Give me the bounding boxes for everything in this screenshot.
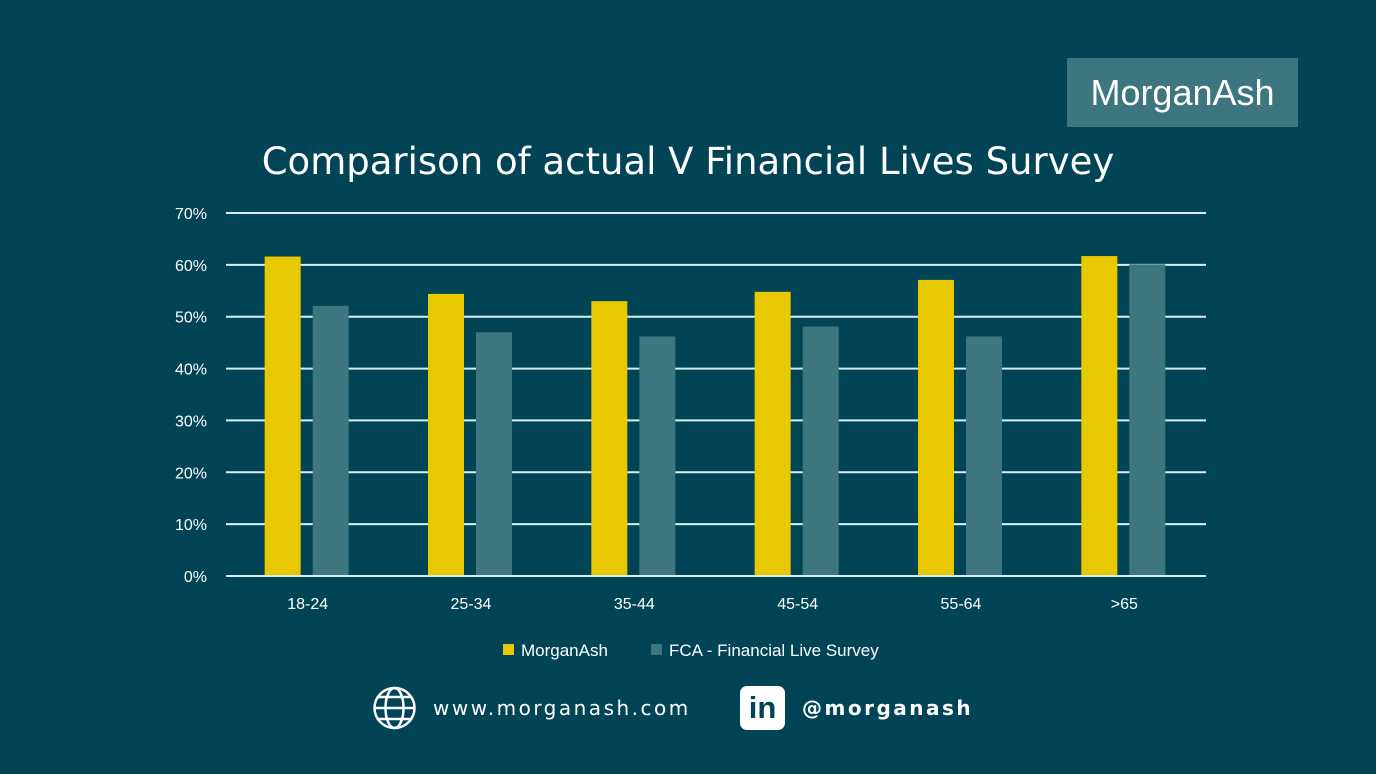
linkedin-icon[interactable]: in <box>740 686 785 730</box>
legend-label: MorganAsh <box>521 641 608 660</box>
y-tick-label: 50% <box>175 310 207 327</box>
linkedin-icon-text: in <box>748 690 777 725</box>
bar-fca <box>1129 264 1166 576</box>
bar-morganash <box>754 291 791 576</box>
website-link[interactable]: www.morganash.com <box>433 696 691 720</box>
legend-swatch <box>503 644 514 655</box>
bar-fca <box>802 326 839 576</box>
bar-fca <box>639 336 676 576</box>
bar-fca <box>476 332 512 576</box>
y-tick-label: 40% <box>175 362 207 379</box>
bar-morganash <box>1081 256 1118 576</box>
x-tick-label: 55-64 <box>941 596 982 613</box>
bar-fca <box>966 336 1002 576</box>
y-tick-label: 20% <box>175 465 207 482</box>
x-tick-label: 45-54 <box>777 596 818 613</box>
x-tick-label: 18-24 <box>287 596 328 613</box>
x-tick-label: 25-34 <box>451 596 492 613</box>
morganash-logo: MorganAsh <box>1067 58 1298 127</box>
y-tick-label: 10% <box>175 517 207 534</box>
y-tick-label: 70% <box>175 206 207 223</box>
legend-label: FCA - Financial Live Survey <box>669 641 879 660</box>
bar-morganash <box>918 279 954 576</box>
globe-icon <box>373 686 416 730</box>
y-tick-label: 60% <box>175 258 207 275</box>
x-tick-label: >65 <box>1111 596 1138 613</box>
bar-morganash <box>428 293 464 576</box>
chart-title: Comparison of actual V Financial Lives S… <box>261 140 1115 183</box>
bar-morganash <box>591 301 628 576</box>
x-tick-label: 35-44 <box>614 596 655 613</box>
linkedin-handle[interactable]: @morganash <box>802 696 974 720</box>
bar-morganash <box>264 256 301 576</box>
bar-fca <box>312 305 349 576</box>
y-tick-label: 30% <box>175 413 207 430</box>
y-tick-label: 0% <box>184 569 207 586</box>
footer: www.morganash.com in @morganash <box>0 686 1376 730</box>
logo-text: MorganAsh <box>1090 71 1275 113</box>
legend-swatch <box>651 644 662 655</box>
